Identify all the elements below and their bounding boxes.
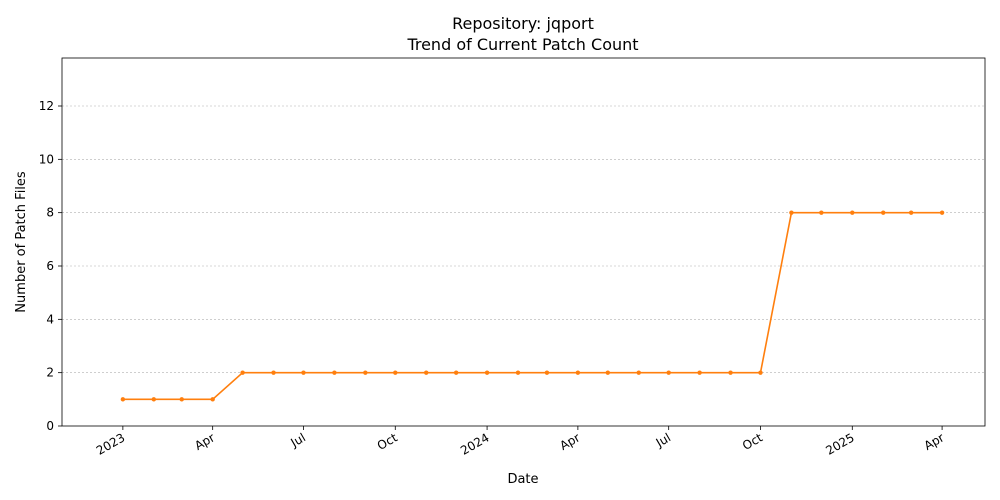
y-tick-label: 8 xyxy=(46,206,54,220)
data-point xyxy=(393,370,398,375)
data-point xyxy=(939,210,945,215)
chart-subtitle: Trend of Current Patch Count xyxy=(406,35,638,54)
y-axis-ticks: 0 2 4 6 8 10 12 xyxy=(39,99,62,433)
data-point xyxy=(301,370,306,375)
x-tick-label: Apr xyxy=(557,430,582,453)
data-point xyxy=(850,210,855,215)
data-point xyxy=(728,370,733,375)
data-point xyxy=(179,397,184,402)
data-point xyxy=(789,210,794,215)
data-point xyxy=(575,370,581,375)
data-point xyxy=(240,370,245,375)
data-point xyxy=(271,370,276,375)
series-line xyxy=(122,211,943,401)
y-tick-label: 10 xyxy=(39,152,54,166)
x-tick-label: Oct xyxy=(740,430,765,453)
series-patch-count xyxy=(120,210,945,402)
x-tick-label: Apr xyxy=(192,430,217,453)
chart-title: Repository: jqport xyxy=(452,14,594,33)
data-point xyxy=(697,370,702,375)
plot-area-frame xyxy=(61,57,986,427)
x-tick-label: Jul xyxy=(288,430,308,450)
data-point xyxy=(881,210,886,215)
data-point xyxy=(908,210,914,215)
x-axis-ticks: 2023 Apr Jul Oct 2024 Apr Jul Oct 2025 Apr xyxy=(94,426,947,458)
data-point xyxy=(636,370,641,375)
data-point xyxy=(151,397,157,402)
x-axis-label: Date xyxy=(507,472,538,487)
y-tick-label: 4 xyxy=(46,312,54,326)
data-point xyxy=(332,370,337,375)
y-axis-label: Number of Patch Files xyxy=(14,171,29,313)
data-point xyxy=(120,397,126,402)
data-point xyxy=(544,370,550,375)
y-tick-label: 0 xyxy=(46,419,54,433)
x-tick-label: 2023 xyxy=(94,430,127,457)
data-point xyxy=(515,370,521,375)
data-point xyxy=(424,370,429,375)
x-tick-label: Jul xyxy=(653,430,673,450)
data-point xyxy=(363,370,368,375)
data-point xyxy=(605,370,611,375)
y-tick-label: 12 xyxy=(39,99,54,113)
data-point xyxy=(453,370,459,375)
data-point xyxy=(666,370,671,375)
gridlines xyxy=(62,105,985,373)
x-tick-label: Apr xyxy=(922,430,947,453)
x-tick-label: 2025 xyxy=(823,430,856,457)
y-tick-label: 6 xyxy=(46,259,54,273)
data-point xyxy=(484,370,490,375)
data-point xyxy=(758,370,763,375)
data-point xyxy=(819,210,824,215)
x-tick-label: 2024 xyxy=(458,430,491,457)
x-tick-label: Oct xyxy=(375,430,400,453)
y-tick-label: 2 xyxy=(46,366,54,380)
data-point xyxy=(210,397,215,402)
